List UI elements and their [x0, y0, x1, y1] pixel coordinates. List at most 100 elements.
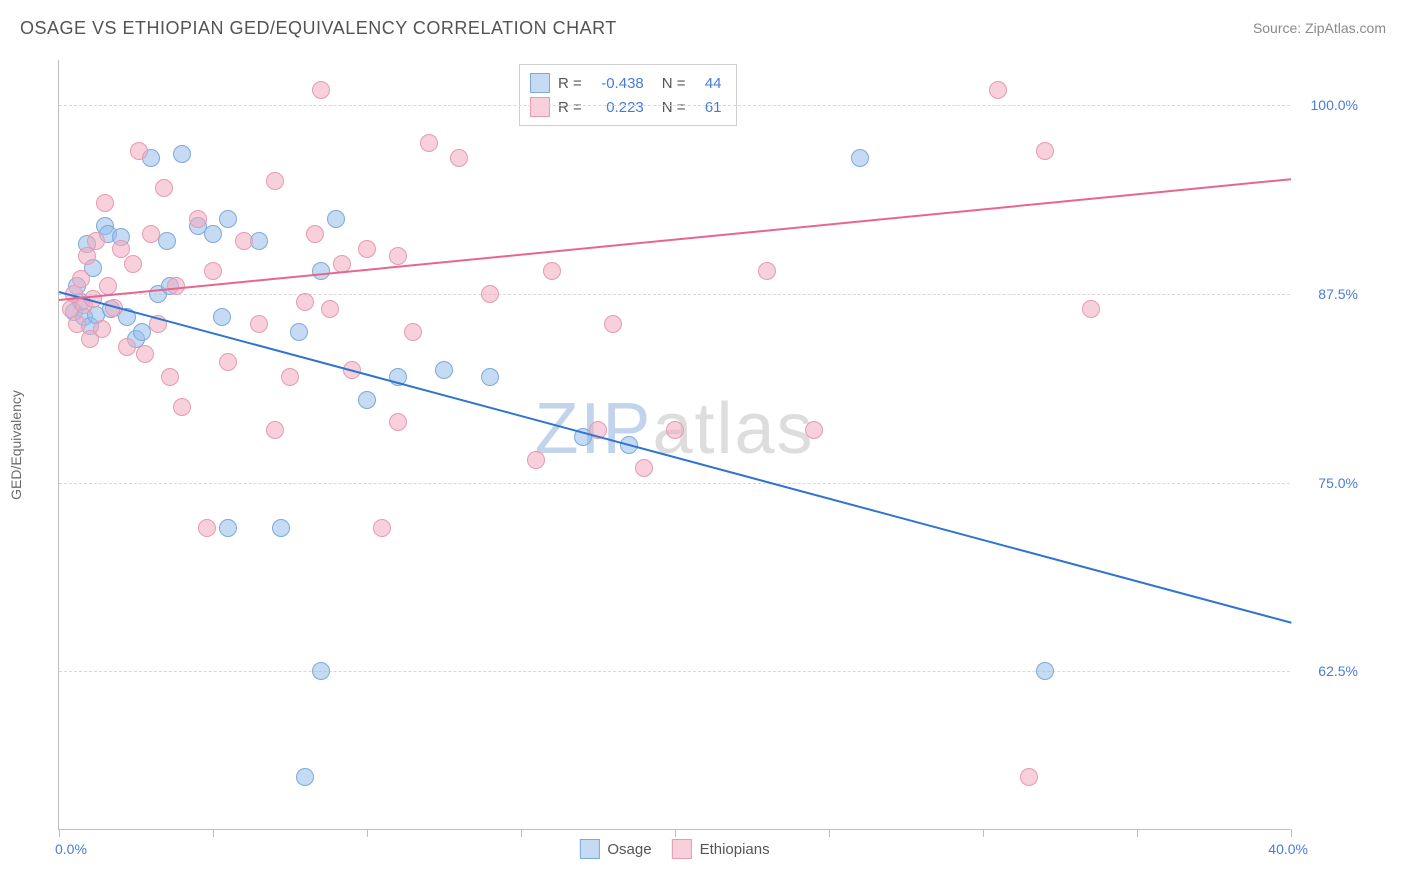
x-tick	[521, 829, 522, 837]
gridline	[59, 671, 1290, 672]
y-tick-label: 87.5%	[1298, 286, 1358, 302]
data-point	[527, 451, 545, 469]
gridline	[59, 483, 1290, 484]
legend-swatch	[579, 839, 599, 859]
data-point	[219, 519, 237, 537]
data-point	[435, 361, 453, 379]
x-tick	[675, 829, 676, 837]
data-point	[481, 285, 499, 303]
legend-swatch	[672, 839, 692, 859]
data-point	[124, 255, 142, 273]
data-point	[93, 320, 111, 338]
r-value: 0.223	[590, 99, 644, 116]
data-point	[989, 81, 1007, 99]
data-point	[373, 519, 391, 537]
x-tick	[1137, 829, 1138, 837]
data-point	[204, 225, 222, 243]
data-point	[450, 149, 468, 167]
legend-label: Osage	[607, 841, 651, 858]
legend-item: Osage	[579, 839, 651, 859]
n-label: N =	[662, 99, 686, 116]
legend-row: R = -0.438 N = 44	[530, 71, 722, 95]
y-tick-label: 75.0%	[1298, 475, 1358, 491]
data-point	[666, 421, 684, 439]
chart-header: OSAGE VS ETHIOPIAN GED/EQUIVALENCY CORRE…	[20, 18, 1386, 48]
data-point	[272, 519, 290, 537]
data-point	[136, 345, 154, 363]
data-point	[281, 368, 299, 386]
x-tick	[367, 829, 368, 837]
data-point	[306, 225, 324, 243]
r-label: R =	[558, 99, 582, 116]
data-point	[296, 768, 314, 786]
legend-row: R = 0.223 N = 61	[530, 95, 722, 119]
data-point	[250, 232, 268, 250]
data-point	[250, 315, 268, 333]
trend-line	[59, 291, 1292, 624]
data-point	[543, 262, 561, 280]
data-point	[805, 421, 823, 439]
r-value: -0.438	[590, 75, 644, 92]
data-point	[1020, 768, 1038, 786]
data-point	[158, 232, 176, 250]
gridline	[59, 105, 1290, 106]
data-point	[130, 142, 148, 160]
data-point	[389, 413, 407, 431]
correlation-legend: R = -0.438 N = 44 R = 0.223 N = 61	[519, 64, 737, 126]
data-point	[266, 421, 284, 439]
series-legend: Osage Ethiopians	[579, 839, 769, 859]
data-point	[481, 368, 499, 386]
x-tick	[213, 829, 214, 837]
x-tick	[1291, 829, 1292, 837]
data-point	[189, 210, 207, 228]
data-point	[358, 391, 376, 409]
n-value: 44	[694, 75, 722, 92]
data-point	[198, 519, 216, 537]
data-point	[72, 270, 90, 288]
data-point	[420, 134, 438, 152]
data-point	[312, 81, 330, 99]
data-point	[1036, 142, 1054, 160]
y-tick-label: 100.0%	[1298, 97, 1358, 113]
data-point	[96, 194, 114, 212]
gridline	[59, 294, 1290, 295]
data-point	[1082, 300, 1100, 318]
data-point	[266, 172, 284, 190]
data-point	[235, 232, 253, 250]
data-point	[635, 459, 653, 477]
chart-title: OSAGE VS ETHIOPIAN GED/EQUIVALENCY CORRE…	[20, 18, 617, 38]
data-point	[389, 247, 407, 265]
data-point	[312, 262, 330, 280]
n-value: 61	[694, 99, 722, 116]
plot-area: GED/Equivalency ZIPatlas R =-0.438N =44R…	[48, 60, 1358, 830]
data-point	[68, 315, 86, 333]
y-tick-label: 62.5%	[1298, 663, 1358, 679]
legend-label: Ethiopians	[700, 841, 770, 858]
data-point	[219, 353, 237, 371]
data-point	[1036, 662, 1054, 680]
n-label: N =	[662, 75, 686, 92]
data-point	[296, 293, 314, 311]
data-point	[87, 232, 105, 250]
data-point	[758, 262, 776, 280]
data-point	[118, 338, 136, 356]
x-tick	[829, 829, 830, 837]
data-point	[604, 315, 622, 333]
data-point	[112, 240, 130, 258]
data-point	[290, 323, 308, 341]
r-label: R =	[558, 75, 582, 92]
data-point	[213, 308, 231, 326]
x-tick	[59, 829, 60, 837]
data-point	[404, 323, 422, 341]
data-point	[142, 225, 160, 243]
data-point	[173, 398, 191, 416]
source-label: Source: ZipAtlas.com	[1253, 20, 1386, 36]
data-point	[327, 210, 345, 228]
legend-swatch	[530, 97, 550, 117]
x-min-label: 0.0%	[55, 841, 87, 857]
x-tick	[983, 829, 984, 837]
data-point	[321, 300, 339, 318]
data-point	[312, 662, 330, 680]
plot-inner: ZIPatlas R =-0.438N =44R =0.223N =61 0.0…	[58, 60, 1290, 830]
data-point	[219, 210, 237, 228]
